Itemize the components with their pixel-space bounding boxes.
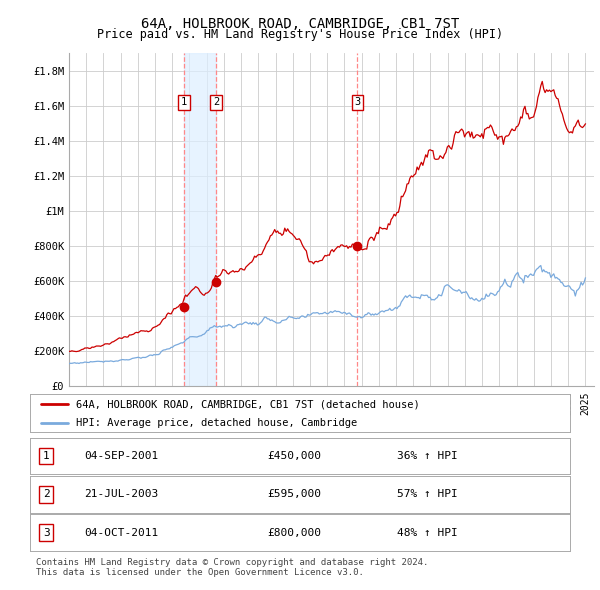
Text: £595,000: £595,000 [268,490,322,499]
Text: 48% ↑ HPI: 48% ↑ HPI [397,528,458,537]
Text: 1: 1 [181,97,187,107]
Text: £450,000: £450,000 [268,451,322,461]
Text: 57% ↑ HPI: 57% ↑ HPI [397,490,458,499]
Bar [184,53,216,386]
Text: 64A, HOLBROOK ROAD, CAMBRIDGE, CB1 7ST (detached house): 64A, HOLBROOK ROAD, CAMBRIDGE, CB1 7ST (… [76,399,419,409]
Text: 3: 3 [354,97,361,107]
Text: 21-JUL-2003: 21-JUL-2003 [84,490,158,499]
Text: HPI: Average price, detached house, Cambridge: HPI: Average price, detached house, Camb… [76,418,357,428]
Text: 04-SEP-2001: 04-SEP-2001 [84,451,158,461]
Text: Price paid vs. HM Land Registry's House Price Index (HPI): Price paid vs. HM Land Registry's House … [97,28,503,41]
Text: 64A, HOLBROOK ROAD, CAMBRIDGE, CB1 7ST: 64A, HOLBROOK ROAD, CAMBRIDGE, CB1 7ST [141,17,459,31]
Text: 2: 2 [43,490,50,499]
Text: £800,000: £800,000 [268,528,322,537]
Text: Contains HM Land Registry data © Crown copyright and database right 2024.
This d: Contains HM Land Registry data © Crown c… [36,558,428,577]
Text: 2: 2 [213,97,219,107]
Text: 04-OCT-2011: 04-OCT-2011 [84,528,158,537]
Text: 1: 1 [43,451,50,461]
Text: 3: 3 [43,528,50,537]
Text: 36% ↑ HPI: 36% ↑ HPI [397,451,458,461]
